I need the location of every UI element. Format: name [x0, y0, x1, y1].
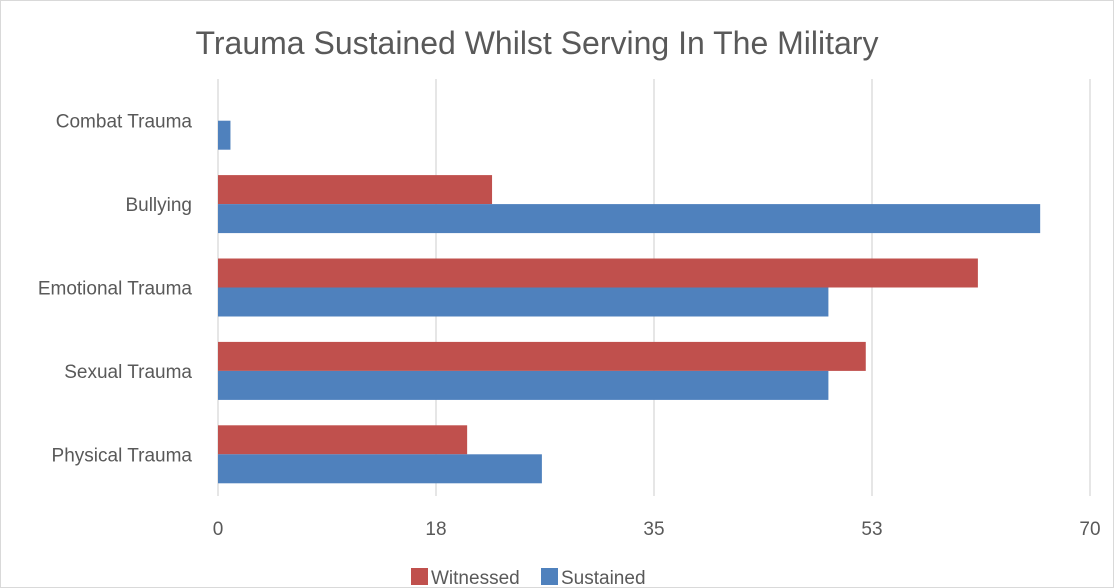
category-label-0: Combat Trauma	[56, 112, 193, 133]
legend-label-witnessed: Witnessed	[431, 568, 520, 587]
legend: Witnessed Sustained	[411, 568, 646, 587]
chart-title: Trauma Sustained Whilst Serving In The M…	[196, 25, 879, 61]
bars	[218, 120, 1041, 484]
bar-witnessed-2	[218, 258, 978, 288]
x-tick-label-0: 0	[213, 519, 224, 540]
bar-witnessed-3	[218, 341, 866, 371]
bar-sustained-1	[218, 204, 1041, 234]
axes: 0 18 35 53 70 Combat Trauma Bullying Emotional …	[38, 112, 1101, 540]
bar-witnessed-4	[218, 425, 468, 455]
bar-sustained-3	[218, 370, 829, 400]
category-label-2: Emotional Trauma	[38, 279, 193, 300]
legend-swatch-witnessed	[411, 568, 428, 585]
bar-witnessed-1	[218, 175, 493, 205]
category-label-4: Physical Trauma	[52, 445, 193, 466]
legend-label-sustained: Sustained	[561, 568, 646, 587]
bar-sustained-0	[218, 120, 231, 150]
bar-sustained-2	[218, 287, 829, 317]
x-tick-label-4: 70	[1079, 519, 1100, 540]
x-tick-label-1: 18	[425, 519, 446, 540]
x-tick-label-2: 35	[643, 519, 664, 540]
bar-sustained-4	[218, 454, 542, 484]
legend-swatch-sustained	[541, 568, 558, 585]
category-label-3: Sexual Trauma	[64, 362, 192, 383]
category-label-1: Bullying	[125, 195, 192, 216]
x-tick-label-3: 53	[861, 519, 882, 540]
